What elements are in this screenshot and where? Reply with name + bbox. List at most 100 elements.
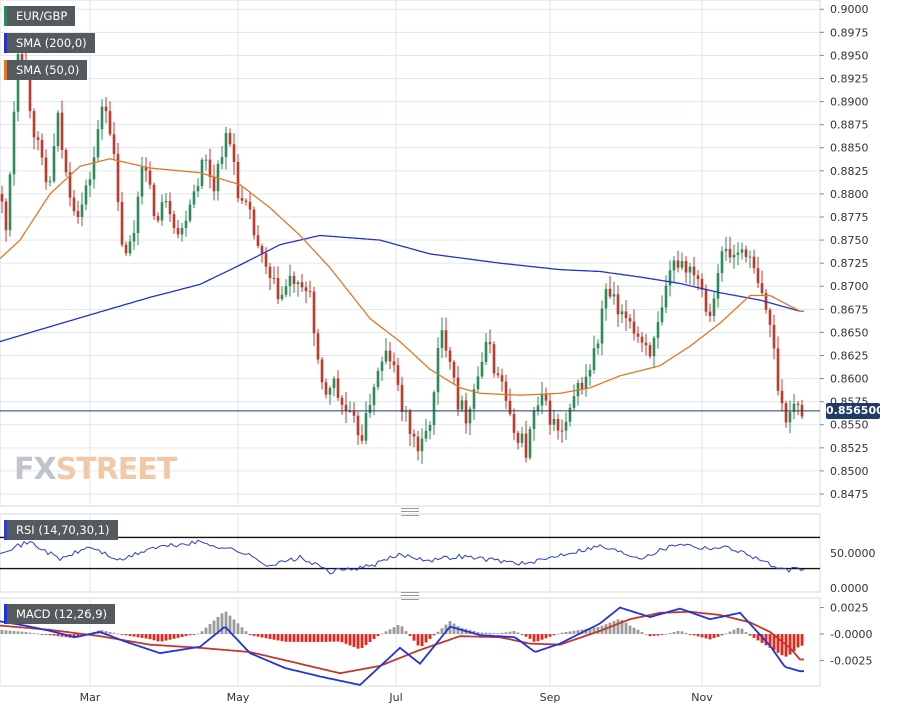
sma200-label[interactable]: SMA (200,0) bbox=[4, 33, 95, 53]
macd-hist-bar bbox=[756, 634, 760, 641]
candle-body bbox=[232, 144, 236, 162]
watermark-fx: FX bbox=[14, 452, 57, 487]
rsi-label[interactable]: RSI (14,70,30,1) bbox=[4, 520, 118, 540]
pane-resize-handle-2[interactable] bbox=[401, 592, 419, 600]
macd-hist-bar bbox=[504, 632, 508, 635]
symbol-label[interactable]: EUR/GBP bbox=[4, 6, 76, 26]
macd-hist-bar bbox=[112, 632, 116, 635]
candle-body bbox=[32, 111, 36, 138]
candle-body bbox=[684, 261, 688, 273]
ytick-label-3: 0.8925 bbox=[830, 72, 869, 85]
pane-resize-handle-1[interactable] bbox=[401, 508, 419, 516]
ytick-label-15: 0.8625 bbox=[830, 349, 869, 362]
candle-body bbox=[124, 244, 128, 254]
macd-hist-bar bbox=[220, 613, 224, 635]
candle-body bbox=[536, 405, 540, 411]
macd-hist-bar bbox=[800, 634, 804, 646]
candle-body bbox=[56, 112, 60, 147]
candle-body bbox=[668, 270, 672, 286]
candle-body bbox=[628, 318, 632, 322]
macd-hist-bar bbox=[760, 634, 764, 643]
rsi-tick-label-1: 0.0000 bbox=[830, 582, 869, 595]
macd-label[interactable]: MACD (12,26,9) bbox=[4, 604, 115, 624]
macd-hist-bar bbox=[20, 631, 24, 635]
sma50-label[interactable]: SMA (50,0) bbox=[4, 60, 88, 80]
watermark-street: STREET bbox=[55, 452, 178, 487]
ytick-label-19: 0.8525 bbox=[830, 442, 869, 455]
candle-body bbox=[468, 408, 472, 424]
candle-body bbox=[720, 251, 724, 274]
macd-hist-bar bbox=[424, 634, 428, 643]
macd-hist-bar bbox=[192, 634, 196, 635]
macd-hist-bar bbox=[616, 619, 620, 635]
macd-hist-bar bbox=[628, 625, 632, 635]
candle-body bbox=[80, 204, 84, 218]
candle-body bbox=[304, 287, 308, 292]
candle-body bbox=[580, 382, 584, 390]
candle-body bbox=[484, 342, 488, 362]
candle-body bbox=[40, 139, 44, 158]
candle-body bbox=[132, 233, 136, 242]
macd-hist-bar bbox=[720, 634, 724, 636]
macd-hist-bar bbox=[52, 634, 56, 636]
candle-body bbox=[180, 227, 184, 235]
macd-hist-bar bbox=[308, 634, 312, 642]
xtick-label-4: Nov bbox=[691, 691, 713, 704]
candle-body bbox=[464, 400, 468, 424]
macd-hist-bar bbox=[136, 634, 140, 638]
candle-body bbox=[16, 54, 20, 112]
ytick-label-0: 0.9000 bbox=[830, 3, 869, 16]
fxstreet-watermark: FXSTREET bbox=[14, 452, 178, 487]
candle-body bbox=[636, 333, 640, 337]
candle-body bbox=[348, 410, 352, 412]
candle-body bbox=[248, 201, 252, 210]
candle-body bbox=[320, 359, 324, 383]
macd-hist-bar bbox=[312, 634, 316, 642]
candle-body bbox=[256, 235, 260, 246]
candle-body bbox=[540, 393, 544, 406]
candle-body bbox=[488, 342, 492, 345]
ytick-label-20: 0.8500 bbox=[830, 465, 869, 478]
macd-hist-bar bbox=[692, 634, 696, 636]
candle-body bbox=[492, 344, 496, 374]
candle-body bbox=[412, 433, 416, 437]
macd-hist-bar bbox=[508, 631, 512, 635]
candle-body bbox=[704, 289, 708, 312]
macd-hist-bar bbox=[672, 631, 676, 635]
macd-hist-bar bbox=[480, 632, 484, 635]
candle-body bbox=[128, 241, 132, 254]
candle-body bbox=[292, 275, 296, 285]
macd-hist-bar bbox=[716, 634, 720, 637]
candle-body bbox=[4, 201, 8, 231]
macd-hist-bar bbox=[796, 634, 800, 648]
macd-hist-bar bbox=[744, 632, 748, 635]
candle-body bbox=[92, 157, 96, 180]
candle-body bbox=[596, 343, 600, 349]
candle-body bbox=[284, 286, 288, 295]
candle-body bbox=[716, 273, 720, 299]
candle-body bbox=[60, 112, 64, 151]
candle-body bbox=[88, 179, 92, 186]
macd-hist-bar bbox=[200, 631, 204, 635]
macd-hist-bar bbox=[156, 634, 160, 642]
macd-line bbox=[0, 606, 804, 686]
macd-hist-bar bbox=[708, 634, 712, 640]
macd-hist-bar bbox=[540, 634, 544, 640]
candle-body bbox=[372, 387, 376, 406]
pane-frame-2 bbox=[0, 597, 821, 687]
candle-body bbox=[260, 245, 264, 254]
candle-body bbox=[76, 211, 80, 218]
candle-body bbox=[28, 69, 32, 112]
macd-hist-bar bbox=[48, 634, 52, 636]
macd-hist-bar bbox=[660, 634, 664, 635]
macd-hist-bar bbox=[340, 634, 344, 643]
candle-body bbox=[784, 403, 788, 423]
macd-hist-bar bbox=[148, 634, 152, 640]
candle-body bbox=[20, 54, 24, 62]
candle-body bbox=[796, 403, 800, 405]
macd-hist-bar bbox=[40, 634, 44, 635]
candle-body bbox=[516, 432, 520, 443]
macd-hist-bar bbox=[652, 634, 656, 636]
macd-hist-bar bbox=[740, 628, 744, 635]
